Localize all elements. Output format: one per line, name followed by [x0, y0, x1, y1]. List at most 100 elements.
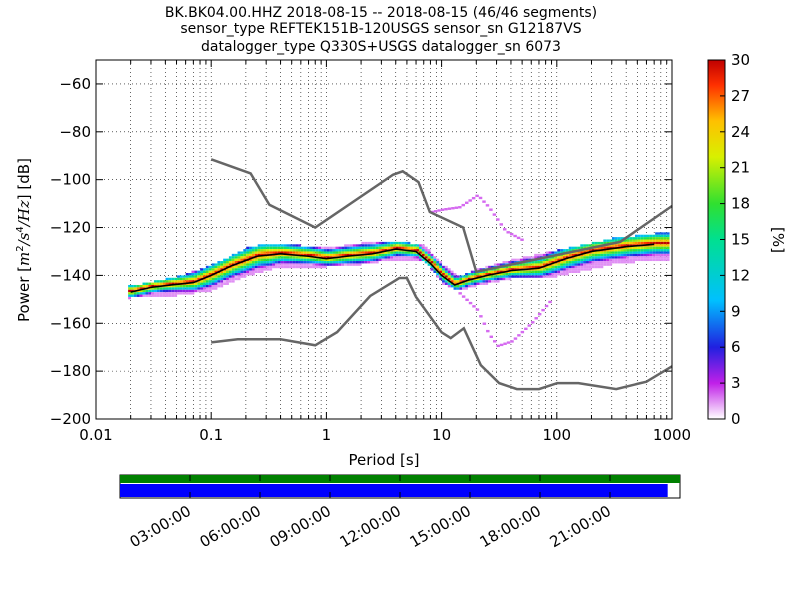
heatmap-cell	[456, 284, 460, 288]
heatmap-cell	[168, 282, 172, 285]
heatmap-cell	[503, 228, 507, 231]
heatmap-cell	[416, 253, 419, 257]
heatmap-cell	[283, 246, 287, 250]
heatmap-cell	[208, 277, 212, 281]
heatmap-cell	[458, 206, 462, 209]
heatmap-cell	[473, 280, 477, 283]
heatmap-cell	[346, 261, 350, 264]
heatmap-cell	[312, 251, 316, 254]
heatmap-cell	[148, 294, 152, 297]
x-tick-label: 1000	[653, 426, 691, 444]
heatmap-cell	[609, 253, 612, 257]
heatmap-cell	[562, 253, 566, 257]
heatmap-cell	[488, 275, 491, 278]
heatmap-cell	[577, 258, 581, 262]
heatmap-cell	[156, 289, 160, 293]
heatmap-cell	[603, 263, 607, 266]
heatmap-cell	[649, 241, 653, 245]
heatmap-cell	[188, 277, 192, 281]
heatmap-cell	[266, 263, 270, 266]
heatmap-cell	[231, 261, 235, 264]
heatmap-cell	[603, 241, 607, 245]
heatmap-cell	[361, 261, 365, 264]
heatmap-cell	[298, 244, 301, 247]
heatmap-cell	[177, 277, 180, 281]
heatmap-cell	[260, 265, 264, 269]
heatmap-cell	[355, 261, 359, 264]
heatmap-cell	[594, 251, 598, 254]
heatmap-cell	[401, 256, 405, 259]
heatmap-cell	[506, 231, 510, 234]
heatmap-cell	[289, 261, 293, 264]
heatmap-cell	[508, 261, 512, 264]
heatmap-cell	[580, 258, 584, 262]
heatmap-cell	[658, 237, 661, 240]
heatmap-cell	[329, 258, 333, 262]
heatmap-cell	[548, 300, 552, 304]
heatmap-cell	[580, 251, 584, 254]
heatmap-cell	[548, 258, 552, 262]
heatmap-cell	[643, 246, 647, 250]
heatmap-cell	[295, 246, 299, 250]
heatmap-cell	[562, 263, 566, 266]
heatmap-cell	[390, 251, 394, 254]
heatmap-cell	[136, 287, 140, 290]
heatmap-cell	[496, 263, 500, 266]
heatmap-cell	[142, 289, 146, 293]
heatmap-cell	[439, 261, 443, 264]
heatmap-cell	[591, 249, 595, 252]
heatmap-cell	[421, 253, 425, 257]
heatmap-cell	[237, 263, 241, 266]
heatmap-cell	[482, 273, 486, 276]
colorbar-tick-label: 18	[731, 195, 750, 213]
heatmap-cell	[257, 261, 261, 264]
heatmap-cell	[208, 265, 212, 269]
heatmap-cell	[666, 234, 670, 238]
heatmap-cell	[211, 263, 215, 266]
heatmap-cell	[174, 294, 178, 297]
heatmap-cell	[583, 261, 587, 264]
time-label: 21:00:00	[547, 502, 614, 551]
heatmap-cell	[565, 253, 569, 257]
heatmap-cell	[148, 289, 152, 293]
heatmap-cell	[159, 294, 163, 297]
heatmap-cell	[370, 244, 373, 247]
heatmap-cell	[531, 263, 535, 266]
heatmap-cell	[223, 265, 227, 269]
heatmap-cell	[580, 256, 584, 259]
heatmap-cell	[473, 275, 477, 278]
heatmap-cell	[401, 246, 405, 250]
heatmap-cell	[462, 277, 466, 281]
heatmap-cell	[303, 249, 307, 252]
heatmap-cell	[565, 261, 569, 264]
heatmap-cell	[424, 251, 428, 254]
heatmap-cell	[634, 234, 638, 238]
heatmap-cell	[626, 253, 630, 257]
heatmap-cell	[531, 256, 535, 259]
heatmap-cell	[450, 277, 454, 281]
heatmap-cell	[266, 265, 270, 269]
heatmap-cell	[475, 194, 479, 198]
heatmap-cell	[577, 268, 581, 271]
heatmap-cell	[398, 256, 402, 259]
heatmap-cell	[557, 263, 561, 266]
heatmap-cell	[580, 253, 584, 257]
heatmap-cell	[292, 256, 296, 259]
heatmap-cell	[565, 268, 569, 271]
heatmap-cell	[179, 280, 183, 283]
heatmap-cell	[465, 277, 468, 281]
heatmap-cell	[272, 244, 275, 247]
heatmap-cell	[321, 249, 324, 252]
heatmap-cell	[600, 263, 604, 266]
heatmap-cell	[263, 263, 267, 266]
heatmap-cell	[384, 244, 388, 247]
heatmap-cell	[220, 263, 224, 266]
heatmap-cell	[243, 263, 247, 266]
heatmap-cell	[580, 246, 584, 250]
heatmap-cell	[243, 258, 247, 262]
heatmap-cell	[384, 258, 388, 262]
heatmap-cell	[626, 244, 630, 247]
heatmap-cell	[214, 280, 218, 283]
heatmap-cell	[444, 275, 448, 278]
heatmap-cell	[545, 258, 549, 262]
